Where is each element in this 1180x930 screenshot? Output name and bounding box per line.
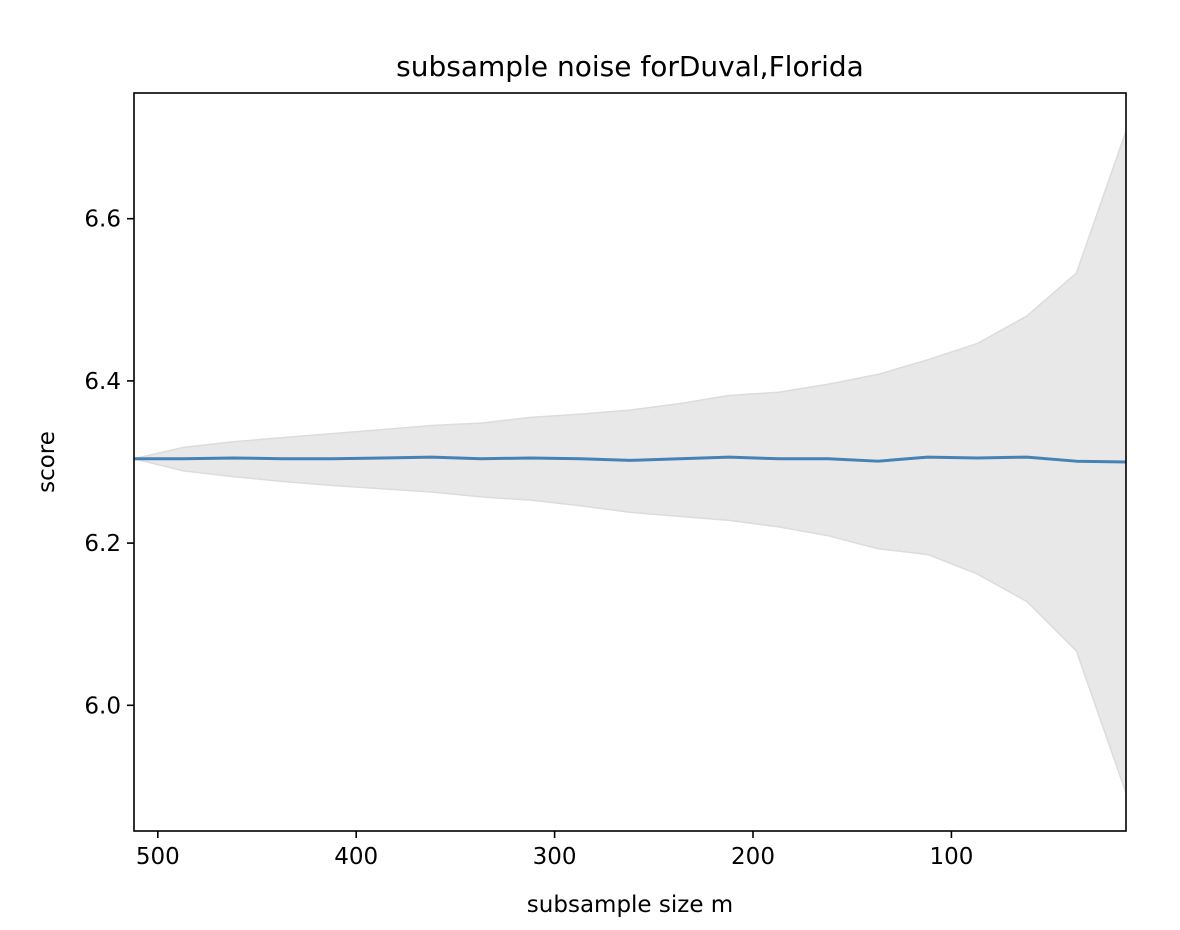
x-axis-label: subsample size m bbox=[527, 892, 733, 918]
series-line-0 bbox=[134, 455, 1127, 464]
x-tick-label: 100 bbox=[929, 844, 973, 870]
y-tick-label: 6.0 bbox=[84, 693, 121, 719]
x-axis-ticks: 500 400 300 200 100 bbox=[136, 831, 973, 870]
plot-frame bbox=[133, 92, 1127, 832]
y-tick-label: 6.6 bbox=[84, 207, 121, 233]
x-tick-label: 200 bbox=[731, 844, 775, 870]
y-axis-label: score bbox=[34, 431, 60, 493]
y-tick-label: 6.4 bbox=[84, 369, 121, 395]
confidence-band bbox=[133, 130, 1127, 794]
x-tick-label: 300 bbox=[533, 844, 577, 870]
series-line-layer bbox=[134, 455, 1127, 464]
y-tick-label: 6.2 bbox=[84, 531, 121, 557]
chart-title: subsample noise forDuval,Florida bbox=[396, 50, 864, 83]
y-axis-ticks: 6.0 6.2 6.4 6.6 bbox=[84, 207, 134, 719]
confidence-band-layer bbox=[133, 130, 1127, 794]
x-tick-label: 400 bbox=[334, 844, 378, 870]
x-tick-label: 500 bbox=[136, 844, 180, 870]
